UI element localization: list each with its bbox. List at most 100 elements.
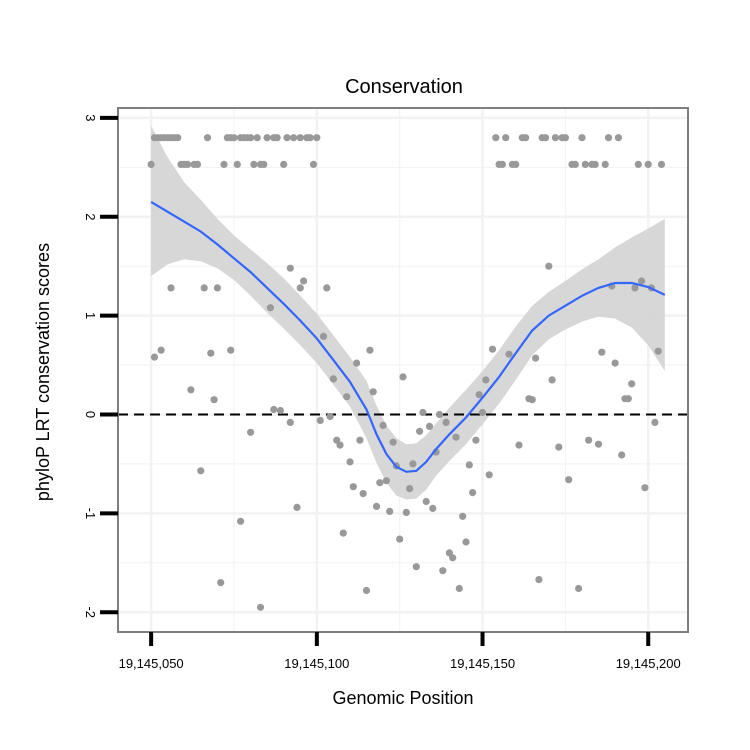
data-point xyxy=(376,479,384,487)
data-point xyxy=(290,134,298,142)
data-point xyxy=(555,443,563,451)
data-point xyxy=(210,396,218,404)
data-point xyxy=(614,134,623,142)
data-point xyxy=(247,134,255,142)
data-point xyxy=(598,348,606,356)
data-point xyxy=(551,134,560,142)
data-point xyxy=(425,422,434,430)
data-point xyxy=(651,418,659,426)
data-point xyxy=(309,160,318,168)
data-point xyxy=(266,304,274,312)
data-point xyxy=(193,160,202,168)
data-point xyxy=(624,395,632,403)
data-points xyxy=(147,134,666,611)
data-point xyxy=(488,345,497,353)
data-point xyxy=(220,160,228,168)
data-point xyxy=(174,134,182,142)
data-point xyxy=(561,134,570,142)
data-point xyxy=(157,346,165,354)
data-point xyxy=(150,353,159,361)
data-point xyxy=(581,160,589,168)
data-point xyxy=(372,502,381,510)
data-point xyxy=(396,535,404,543)
data-point xyxy=(485,471,493,479)
data-point xyxy=(634,160,642,168)
data-point xyxy=(260,160,268,168)
data-point xyxy=(409,460,417,468)
data-point xyxy=(591,160,599,168)
data-point xyxy=(545,262,553,270)
data-point xyxy=(296,284,304,292)
data-point xyxy=(293,503,301,511)
data-point xyxy=(187,386,195,394)
confidence-band xyxy=(151,125,665,500)
panel-border xyxy=(117,107,689,633)
data-point xyxy=(548,376,556,384)
x-tick-label: 19,145,200 xyxy=(616,656,681,671)
data-point xyxy=(316,416,324,424)
data-point xyxy=(575,584,583,593)
data-point xyxy=(296,134,304,142)
data-point xyxy=(217,579,225,587)
data-point xyxy=(528,396,536,404)
data-point xyxy=(379,421,387,429)
data-point xyxy=(638,277,646,285)
data-point xyxy=(657,160,666,168)
data-point xyxy=(386,507,394,515)
data-point xyxy=(439,567,447,575)
data-point xyxy=(286,418,294,426)
data-point xyxy=(512,160,520,168)
chart-title: Conservation xyxy=(345,76,463,98)
data-point xyxy=(419,408,427,417)
data-point xyxy=(353,359,361,367)
data-point xyxy=(369,388,377,396)
data-point xyxy=(585,436,593,444)
data-point xyxy=(336,441,344,449)
data-point xyxy=(498,160,506,168)
data-point xyxy=(449,554,457,562)
y-tick-label: -2 xyxy=(83,606,98,618)
data-point xyxy=(631,284,639,292)
data-point xyxy=(535,576,543,584)
data-point xyxy=(253,134,261,142)
data-point xyxy=(406,485,414,493)
data-point xyxy=(402,508,410,516)
data-point xyxy=(280,160,288,168)
data-point xyxy=(482,376,490,384)
data-point xyxy=(565,476,573,484)
data-point xyxy=(389,438,397,446)
x-tick-label: 19,145,050 xyxy=(119,656,184,671)
data-point xyxy=(594,440,603,448)
panel-background xyxy=(118,108,688,632)
data-point xyxy=(452,433,460,441)
data-point xyxy=(247,428,255,436)
data-point xyxy=(455,584,463,593)
data-point xyxy=(604,134,613,142)
data-point xyxy=(522,134,530,142)
data-point xyxy=(459,512,467,520)
data-point xyxy=(429,504,437,512)
data-point xyxy=(399,373,407,381)
data-point xyxy=(416,427,424,435)
y-axis-title: phyloP LRT conservation scores xyxy=(33,243,53,501)
data-point xyxy=(349,483,357,491)
x-tick-label: 19,145,100 xyxy=(284,656,349,671)
data-point xyxy=(505,350,513,358)
data-point xyxy=(382,477,390,485)
data-point xyxy=(306,134,314,142)
data-point xyxy=(227,346,235,354)
data-point xyxy=(644,160,652,168)
data-point xyxy=(273,134,281,142)
data-point xyxy=(313,134,321,142)
data-point xyxy=(329,375,337,383)
data-point xyxy=(250,160,258,168)
data-point xyxy=(578,134,586,142)
plot-panel xyxy=(117,107,689,633)
y-tick-label: 2 xyxy=(83,213,98,220)
data-point xyxy=(641,484,649,492)
data-point xyxy=(469,489,477,497)
data-point xyxy=(339,529,347,537)
y-tick-label: 0 xyxy=(83,411,98,418)
data-point xyxy=(319,332,328,340)
data-point xyxy=(502,134,510,142)
